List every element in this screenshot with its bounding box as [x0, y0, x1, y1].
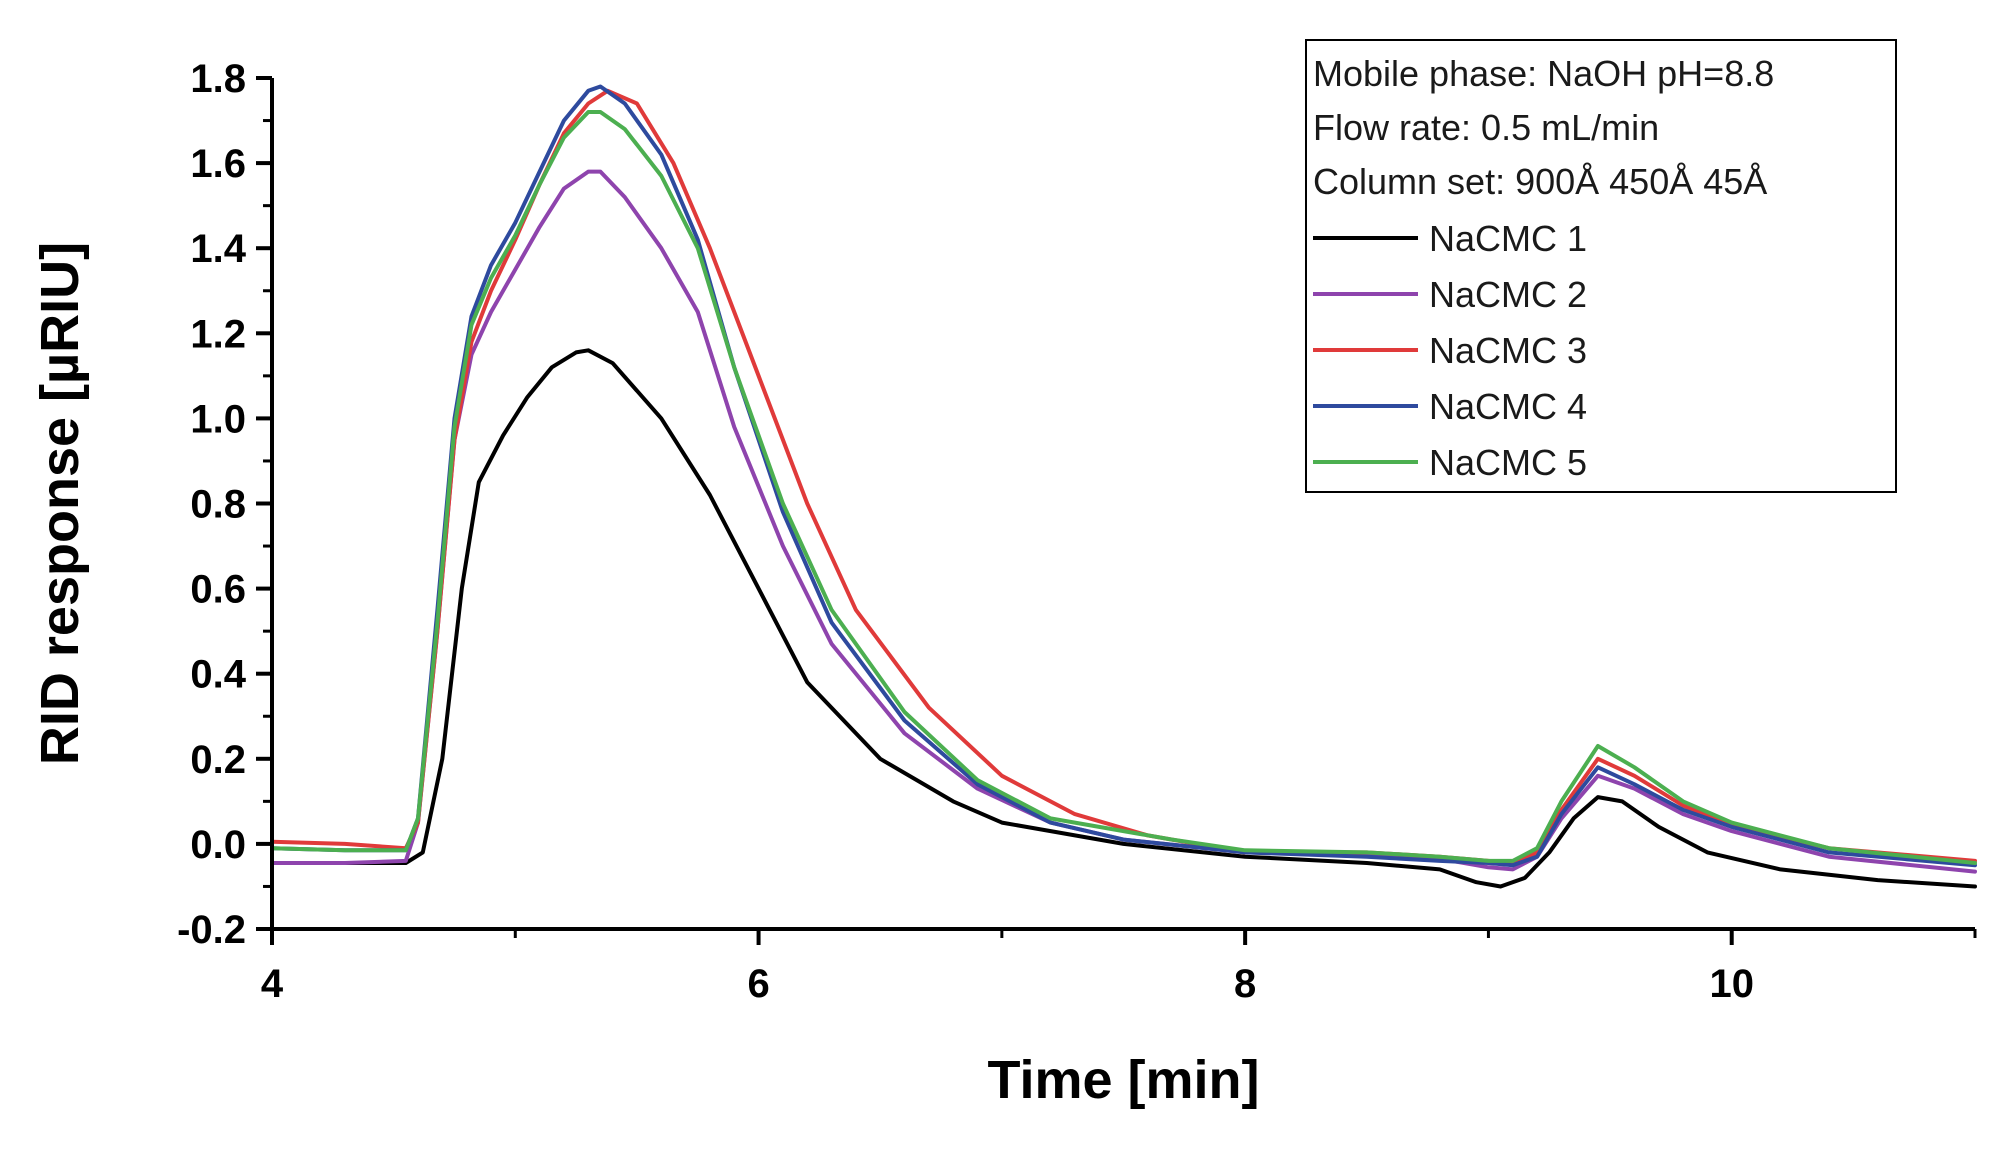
y-tick-label: 0.8 [190, 483, 246, 527]
legend-label: NaCMC 4 [1429, 386, 1587, 427]
series-group [270, 84, 1977, 889]
legend-box [1305, 39, 1897, 493]
x-axis-title: Time [min] [987, 1050, 1259, 1110]
legend-label: NaCMC 2 [1429, 274, 1587, 315]
legend-annotation: Column set: 900Å 450Å 45Å [1313, 161, 1767, 202]
legend-label: NaCMC 5 [1429, 442, 1587, 483]
x-tick-label: 10 [1709, 962, 1754, 1006]
y-tick-label: 1.4 [190, 227, 246, 271]
y-tick-label: 0.6 [190, 568, 246, 612]
legend: Mobile phase: NaOH pH=8.8 Flow rate: 0.5 … [1305, 39, 1897, 493]
legend-annotation: Mobile phase: NaOH pH=8.8 [1313, 53, 1774, 94]
y-tick-label: 1.6 [190, 142, 246, 186]
series-line-5 [270, 110, 1977, 865]
y-tick-label: 1.0 [190, 397, 246, 441]
y-tick-label: 1.8 [190, 57, 246, 101]
y-axis-title: RID response [µRIU] [30, 242, 90, 765]
ticks: -0.2 0.0 0.2 0.4 0.6 0.8 1.0 1.2 1.4 1.6 1.8 4 6 8 10 [177, 57, 1977, 1006]
legend-annotation: Flow rate: 0.5 mL/min [1313, 107, 1659, 148]
series-line-1 [270, 348, 1977, 889]
y-tick-label: 1.2 [190, 312, 246, 356]
x-tick-label: 4 [261, 962, 284, 1006]
y-tick-label: 0.0 [190, 823, 246, 867]
x-tick-label: 6 [747, 962, 769, 1006]
legend-label: NaCMC 3 [1429, 330, 1587, 371]
legend-label: NaCMC 1 [1429, 218, 1587, 259]
series-line-3 [270, 88, 1977, 865]
x-tick-label: 8 [1234, 962, 1256, 1006]
y-tick-label: 0.4 [190, 653, 246, 697]
y-tick-label: 0.2 [190, 738, 246, 782]
y-tick-label: -0.2 [177, 908, 246, 952]
